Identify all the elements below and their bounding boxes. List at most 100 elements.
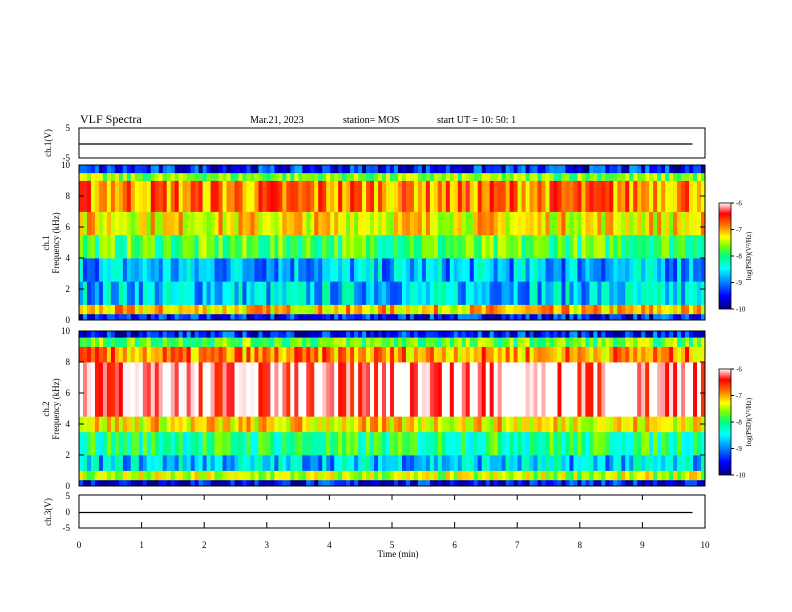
spectrogram-cell [645,337,650,347]
spectrogram-cell [294,304,299,315]
spectrogram-cell [545,313,550,321]
spectrogram-cell [637,479,642,487]
spectrogram-cell [86,346,92,363]
spectrogram-cell [613,431,618,456]
spectrogram-cell [557,304,562,315]
spectrogram-cell [413,304,419,315]
spectrogram-cell [681,362,686,417]
spectrogram-cell [330,258,335,282]
spectrogram-cell [174,172,180,181]
spectrogram-cell [433,331,439,338]
spectrogram-cell [170,362,176,417]
spectrogram-cell [597,211,602,236]
spectrogram-cell [222,455,227,471]
spectrogram-cell [198,165,204,174]
spectrogram-cell [210,258,215,282]
spectrogram-cell [677,479,682,487]
spectrogram-cell [298,304,303,315]
spectrogram-cell [390,362,395,417]
spectrogram-cell [234,165,239,174]
spectrogram-cell [390,234,395,259]
spectrogram-cell [262,172,267,181]
spectrogram-cell [545,479,550,487]
spectrogram-cell [673,165,678,174]
spectrogram-cell [110,346,116,363]
spectrogram-cell [218,346,223,363]
spectrogram-cell [657,258,662,282]
spectrogram-cell [665,455,670,471]
spectrogram-cell [685,234,690,259]
spectrogram-cell [537,416,542,433]
spectrogram-cell [106,304,112,315]
spectrogram-cell [250,337,255,347]
spectrogram-cell [142,431,148,456]
spectrogram-cell [226,470,231,481]
spectrogram-cell [393,337,399,347]
spectrogram-cell [386,362,391,417]
spectrogram-cell [250,479,255,487]
spectrogram-cell [597,180,602,212]
spectrogram-cell [693,362,698,417]
spectrogram-cell [553,337,558,347]
spectrogram-cell [421,304,427,315]
spectrogram-cell [461,331,467,338]
spectrogram-cell [657,346,662,363]
spectrogram-cell [358,165,363,174]
spectrogram-cell [561,331,566,338]
spectrogram-cell [162,165,168,174]
spectrogram-cell [350,479,355,487]
spectrogram-cell [306,431,311,456]
spectrogram-cell [609,172,614,181]
spectrogram-cell [286,331,291,338]
spectrogram-cell [214,313,219,321]
spectrogram-cell [465,281,471,305]
spectrogram-cell [254,304,259,315]
spectrogram-cell [469,455,475,471]
spectrogram-cell [489,431,495,456]
spectrogram-cell [401,172,407,181]
spectrogram-cell [258,346,263,363]
spectrogram-cell [557,172,562,181]
spectrogram-cell [106,180,112,212]
ch1-voltage-ytick-bottom: -5 [63,153,71,163]
spectrogram-cell [138,337,144,347]
spectrogram-cell [413,211,419,236]
spectrogram-cell [701,346,706,363]
spectrogram-cell [565,258,570,282]
spectrogram-cell [673,281,678,305]
spectrogram-cell [501,258,507,282]
spectrogram-cell [433,337,439,347]
spectrogram-cell [597,470,602,481]
spectrogram-cell [370,313,375,321]
spectrogram-cell [409,281,415,305]
spectrogram-cell [581,337,586,347]
spectrogram-cell [653,234,658,259]
ch1-spectrogram-frame [78,164,706,321]
spectrogram-cell [433,362,439,417]
spectrogram-cell [557,455,562,471]
spectrogram-cell [370,337,375,347]
spectrogram-cell [214,431,219,456]
spectrogram-cell [326,331,331,338]
spectrogram-cell [310,172,315,181]
spectrogram-cell [549,234,554,259]
spectrogram-cell [222,479,227,487]
spectrogram-cell [477,362,483,417]
spectrogram-cell [258,281,263,305]
spectrogram-cell [673,346,678,363]
spectrogram-cell [573,304,578,315]
spectrogram-cell [258,470,263,481]
spectrogram-cell [457,165,463,174]
spectrogram-cell [318,337,323,347]
spectrogram-cell [226,258,231,282]
spectrogram-cell [633,281,638,305]
spectrogram-cell [142,304,148,315]
spectrogram-cell [469,180,475,212]
spectrogram-cell [613,470,618,481]
spectrogram-cell [609,470,614,481]
spectrogram-cell [150,304,156,315]
spectrogram-cell [278,470,283,481]
spectrogram-cell [154,258,160,282]
spectrogram-cell [146,211,152,236]
spectrogram-cell [134,346,140,363]
